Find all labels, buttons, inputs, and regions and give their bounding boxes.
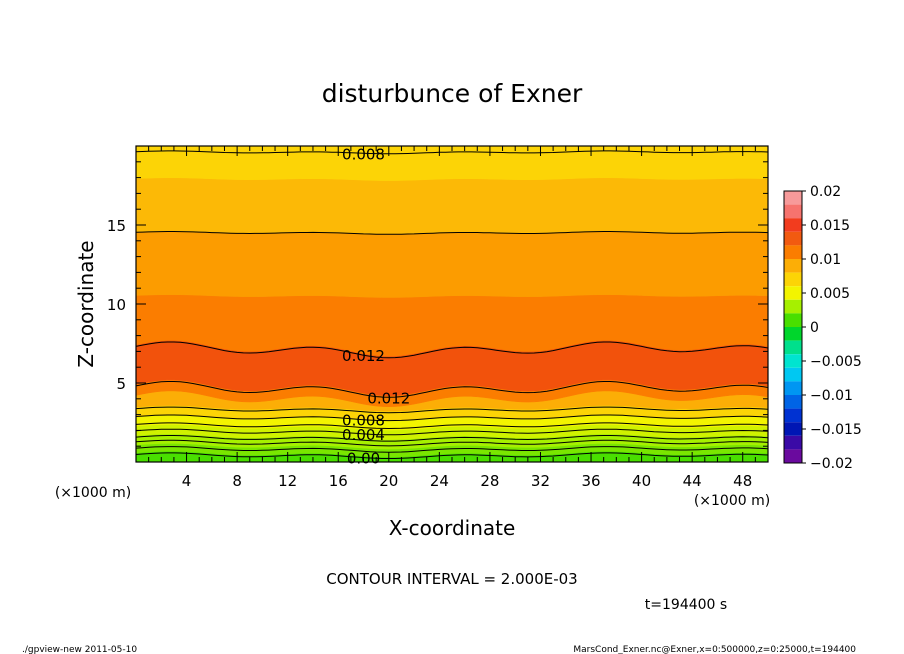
colorbar-band-16: [784, 408, 802, 423]
colorbar-tick-label: −0.005: [810, 354, 862, 370]
x-tick-label: 4: [182, 472, 192, 490]
colorbar-band-17: [784, 422, 802, 436]
colorbar-tick-label: 0.01: [810, 252, 841, 268]
x-tick-label: 44: [683, 472, 702, 490]
colorbar-band-4: [784, 245, 802, 259]
colorbar-tick-label: −0.015: [810, 422, 862, 438]
colorbar-band-10: [784, 327, 802, 341]
chart-title: disturbunce of Exner: [322, 79, 583, 108]
field-layer-10: [135, 231, 769, 298]
colorbar-band-7: [784, 286, 802, 300]
colorbar-band-18: [784, 435, 802, 450]
x-unit-label: (×1000 m): [694, 493, 770, 509]
contour-line-1: [135, 446, 769, 453]
contour-line-7: [135, 406, 769, 414]
x-axis-label: X-coordinate: [389, 516, 516, 540]
colorbar-band-3: [784, 231, 802, 246]
colorbar-band-15: [784, 395, 802, 409]
colorbar-tick-label: −0.01: [810, 388, 853, 404]
x-tick-label: 48: [733, 472, 752, 490]
colorbar-band-9: [784, 313, 802, 327]
x-tick-label: 24: [430, 472, 449, 490]
colorbar-tick-label: −0.02: [810, 456, 853, 472]
colorbar-band-13: [784, 367, 802, 382]
colorbar-tick-label: 0.005: [810, 286, 850, 302]
colorbar-band-2: [784, 218, 802, 232]
x-tick-label: 20: [379, 472, 398, 490]
contour-line-5: [135, 422, 769, 430]
field-layer-11: [135, 177, 769, 235]
colorbar: [783, 190, 803, 464]
contour-line-11: [135, 150, 769, 155]
contour-line-8: [135, 381, 769, 398]
plot-area: [135, 145, 769, 463]
contour-label-11: 0.008: [342, 145, 385, 163]
x-tick-label: 8: [232, 472, 242, 490]
colorbar-band-0: [784, 191, 802, 205]
y-unit-label: (×1000 m): [55, 485, 131, 501]
colorbar-band-12: [784, 354, 802, 368]
y-axis-label: Z-coordinate: [74, 240, 98, 367]
x-tick-label: 16: [329, 472, 348, 490]
colorbar-band-5: [784, 259, 802, 273]
footer-right: MarsCond_Exner.nc@Exner,x=0:500000,z=0:2…: [573, 645, 856, 654]
contour-interval-text: CONTOUR INTERVAL = 2.000E-03: [326, 570, 577, 588]
x-tick-label: 28: [480, 472, 499, 490]
contour-line-3: [135, 435, 769, 442]
colorbar-band-14: [784, 381, 802, 395]
footer-left: ./gpview-new 2011-05-10: [22, 645, 137, 654]
contour-label-4: 0.004: [342, 426, 385, 444]
x-tick-label: 36: [581, 472, 600, 490]
time-text: t=194400 s: [645, 597, 727, 613]
colorbar-band-6: [784, 272, 802, 287]
colorbar-tick-label: 0: [810, 320, 819, 336]
colorbar-labels: 0.02 0.015 0.01 0.005 0 −0.005 −0.01 −0.015 −0.0…: [802, 184, 862, 472]
y-tick-label: 10: [107, 296, 126, 314]
colorbar-band-8: [784, 299, 802, 314]
colorbar-tick-label: 0.02: [810, 184, 841, 200]
contour-label-9: 0.012: [342, 347, 385, 365]
contour-line-6: [135, 414, 769, 422]
colorbar-band-11: [784, 340, 802, 355]
contour-line-10: [135, 231, 769, 235]
y-tick-label: 5: [116, 375, 126, 393]
y-tick-label: 15: [107, 217, 126, 235]
contour-line-0: [135, 452, 769, 459]
x-tick-label: 40: [632, 472, 651, 490]
field-layer-12: [135, 145, 769, 181]
colorbar-band-1: [784, 204, 802, 219]
contour-label-6: 0.008: [342, 412, 385, 430]
x-tick-label: 12: [278, 472, 297, 490]
contour-label-8: 0.012: [367, 389, 410, 407]
contour-line-9: [135, 341, 769, 359]
colorbar-band-19: [784, 449, 802, 463]
contour-line-4: [135, 428, 769, 436]
contour-line-2: [135, 439, 769, 447]
x-tick-label: 32: [531, 472, 550, 490]
colorbar-tick-label: 0.015: [810, 218, 850, 234]
